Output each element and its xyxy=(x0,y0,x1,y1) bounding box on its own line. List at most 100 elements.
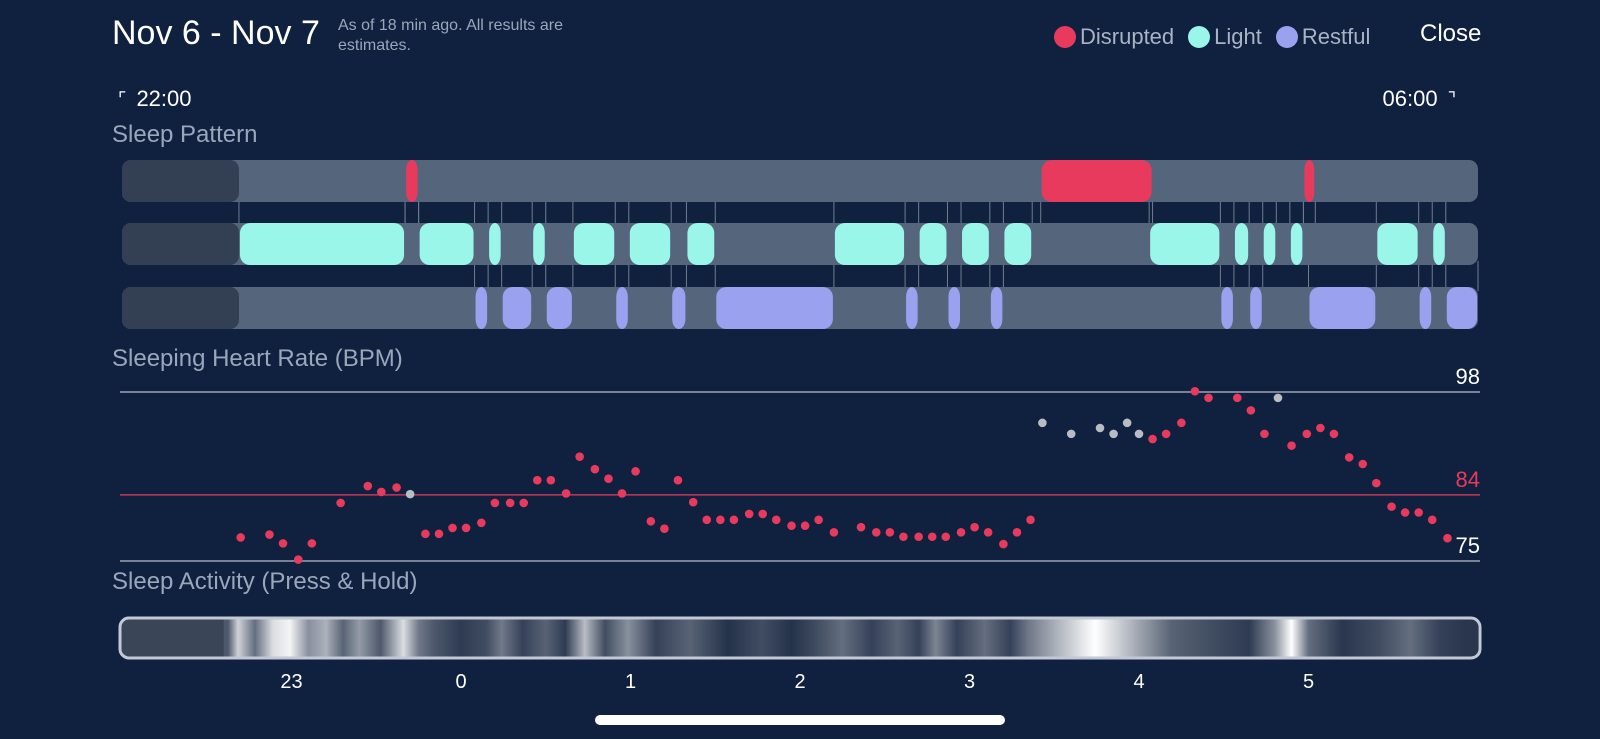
heart-rate-chart: 98 84 75 xyxy=(120,364,1480,564)
hr-data-point xyxy=(1302,429,1312,439)
legend-label-restful: Restful xyxy=(1301,24,1371,49)
hr-data-point xyxy=(871,528,881,537)
activity-pre-sleep xyxy=(120,618,224,658)
hr-data-point xyxy=(1260,429,1269,439)
activity-hour-tick: 23 xyxy=(280,671,302,693)
pattern-segment-light xyxy=(1377,223,1418,265)
sleep-activity-title: Sleep Activity (Press & Hold) xyxy=(112,568,418,595)
hr-data-point xyxy=(702,515,712,525)
hr-data-point xyxy=(983,528,993,537)
pattern-connectors xyxy=(238,198,1479,291)
hr-data-point xyxy=(336,498,345,508)
hr-data-point xyxy=(927,532,937,542)
pattern-segment-restful xyxy=(948,287,961,329)
range-start-bracket-icon: ⌜ xyxy=(118,88,127,109)
hr-data-point xyxy=(744,509,754,519)
hr-data-point xyxy=(885,528,895,537)
hr-data-point xyxy=(999,539,1008,549)
pattern-segment-disrupted xyxy=(406,160,418,202)
close-button[interactable]: Close xyxy=(1420,20,1482,47)
hr-data-point xyxy=(590,464,600,474)
pattern-row-disrupted xyxy=(122,160,1478,202)
hr-data-point xyxy=(1095,423,1105,433)
hr-data-point xyxy=(1204,393,1213,403)
hr-data-point xyxy=(1148,434,1157,444)
hr-reference-label: 84 xyxy=(1456,467,1480,492)
hr-data-point xyxy=(1122,418,1132,428)
pattern-segment-light xyxy=(1150,223,1220,265)
pattern-segment-restful xyxy=(1221,287,1233,329)
hr-data-point xyxy=(1190,386,1200,396)
legend-item-restful: Restful xyxy=(1275,24,1371,50)
sleep-activity-chart[interactable]: 23 0 1 2 3 4 5 xyxy=(118,616,1482,693)
pattern-pre-sleep xyxy=(122,287,239,329)
hr-data-point xyxy=(771,515,781,525)
hr-data-point xyxy=(899,532,908,542)
hr-data-point xyxy=(646,517,656,526)
hr-data-point xyxy=(631,467,640,476)
hr-data-point xyxy=(814,515,823,525)
hr-data-point xyxy=(265,530,274,539)
legend-label-disrupted: Disrupted xyxy=(1080,24,1175,49)
pattern-segment-restful xyxy=(1419,287,1432,329)
sleep-pattern-title: Sleep Pattern xyxy=(112,121,258,148)
pattern-pre-sleep xyxy=(122,160,239,202)
hr-data-point xyxy=(1177,418,1186,428)
hr-data-point xyxy=(1038,418,1047,428)
hr-data-point xyxy=(1344,453,1354,462)
hr-data-point xyxy=(307,539,317,548)
pattern-segment-restful xyxy=(672,287,686,329)
pattern-segment-restful xyxy=(546,287,572,329)
time-end-label: 06:00 xyxy=(1382,86,1438,111)
pattern-segment-disrupted xyxy=(1041,160,1152,202)
hr-data-point xyxy=(236,533,245,542)
legend: Disrupted Light Restful xyxy=(1040,22,1370,52)
heart-rate-title: Sleeping Heart Rate (BPM) xyxy=(112,345,403,372)
hr-data-point xyxy=(1329,429,1339,439)
activity-hour-tick: 1 xyxy=(625,671,636,693)
hr-data-point xyxy=(1134,429,1144,439)
hr-data-point xyxy=(1358,459,1368,469)
hr-data-point xyxy=(829,528,839,537)
hr-data-point xyxy=(293,555,303,564)
pattern-row-restful xyxy=(122,287,1478,329)
hr-data-point xyxy=(941,532,951,542)
hr-data-point xyxy=(434,529,444,539)
hr-data-point xyxy=(604,474,613,484)
pattern-segment-light xyxy=(919,223,947,265)
pattern-segment-restful xyxy=(1446,287,1477,329)
range-end-bracket-icon: ⌝ xyxy=(1447,88,1456,109)
pattern-pre-sleep xyxy=(122,223,239,265)
hr-data-point xyxy=(405,489,415,499)
hr-data-point xyxy=(421,529,430,539)
pattern-segment-light xyxy=(573,223,615,265)
hr-reference-label: 98 xyxy=(1456,364,1480,389)
home-indicator[interactable] xyxy=(595,715,1005,725)
hr-data-point xyxy=(660,524,669,533)
hr-data-point xyxy=(575,452,584,461)
hr-data-point xyxy=(1400,508,1410,517)
hr-data-point xyxy=(856,522,866,532)
hr-data-point xyxy=(1246,406,1256,415)
hr-data-point xyxy=(363,481,373,491)
pattern-track xyxy=(122,160,1478,202)
pattern-segment-restful xyxy=(906,287,918,329)
pattern-segment-light xyxy=(1004,223,1032,265)
restful-dot-icon xyxy=(1275,26,1298,48)
estimate-note: As of 18 min ago. All results are estima… xyxy=(338,17,563,54)
pattern-segment-disrupted xyxy=(1304,160,1315,202)
pattern-segment-restful xyxy=(1309,287,1376,329)
activity-gradient-fill xyxy=(122,618,1478,658)
pattern-segment-light xyxy=(239,223,405,265)
hr-data-point xyxy=(505,498,515,508)
pattern-row-light xyxy=(122,223,1478,265)
pattern-segment-restful xyxy=(475,287,488,329)
hr-data-point xyxy=(729,515,739,525)
time-start-label: 22:00 xyxy=(136,86,192,111)
hr-data-point xyxy=(1012,528,1022,537)
sleep-pattern-chart xyxy=(122,160,1479,329)
hr-data-point xyxy=(448,523,457,533)
hr-data-point xyxy=(461,523,471,533)
legend-item-light: Light xyxy=(1188,24,1262,50)
